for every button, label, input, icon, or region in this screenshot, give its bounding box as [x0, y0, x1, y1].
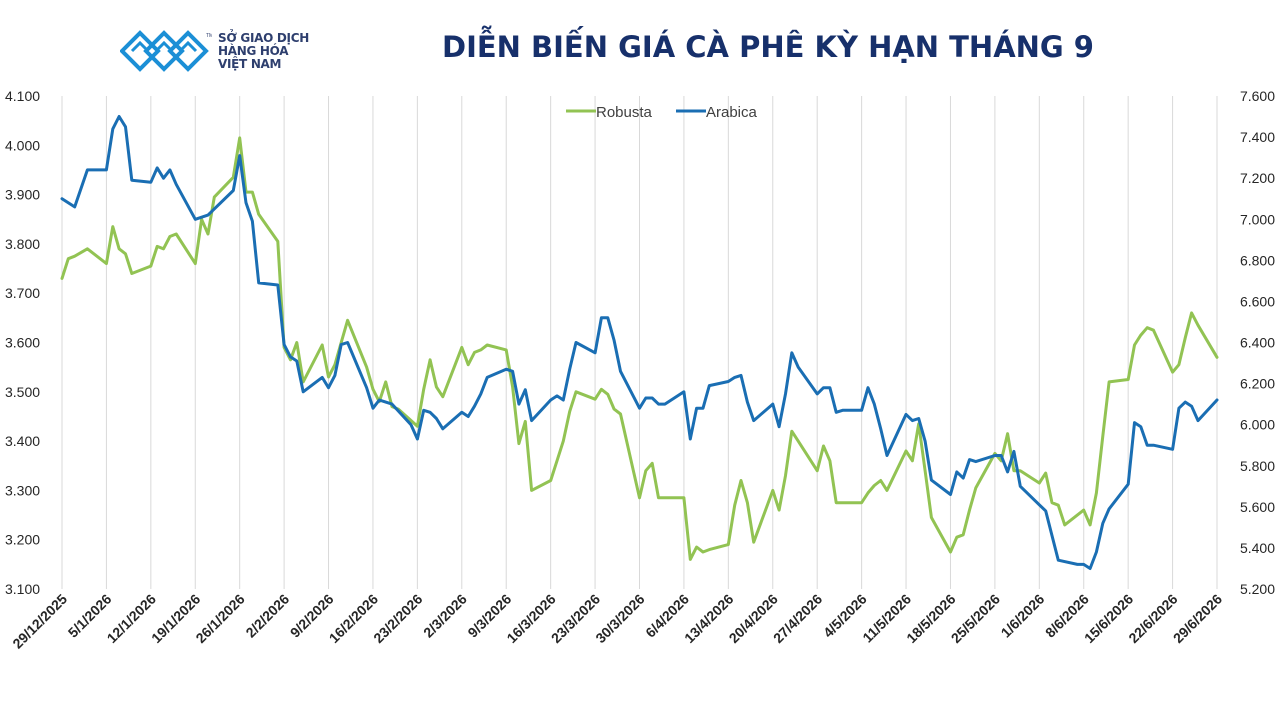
legend-arabica-label: Arabica: [706, 104, 758, 121]
y-left-tick-label: 4.100: [5, 88, 40, 104]
y-left-tick-label: 3.500: [5, 384, 40, 400]
y-right-tick-label: 6.800: [1240, 252, 1275, 268]
x-tick-label: 26/1/2026: [192, 591, 248, 647]
y-right-tick-label: 6.000: [1240, 417, 1275, 433]
legend: Robusta Arabica: [566, 104, 758, 121]
x-tick-label: 25/5/2026: [948, 591, 1004, 647]
series-lines: [60, 115, 1219, 570]
x-axis-ticks: 29/12/20255/1/202612/1/202619/1/202626/1…: [9, 591, 1225, 652]
y-left-tick-label: 3.700: [5, 285, 40, 301]
logo-line-2: HÀNG HÓA: [218, 43, 289, 58]
y-left-tick-label: 3.900: [5, 187, 40, 203]
logo-line-1: SỞ GIAO DỊCH: [218, 30, 309, 45]
y-right-tick-label: 5.800: [1240, 458, 1275, 474]
y-right-tick-label: 7.400: [1240, 129, 1275, 145]
left-axis-ticks: 3.100 3.200 3.300 3.400 3.500 3.600 3.700 3.800…: [5, 88, 40, 597]
y-right-tick-label: 7.600: [1240, 88, 1275, 104]
y-left-tick-label: 4.000: [5, 137, 40, 153]
y-right-tick-label: 6.200: [1240, 376, 1275, 392]
y-right-tick-label: 5.600: [1240, 499, 1275, 515]
y-right-tick-label: 7.000: [1240, 211, 1275, 227]
x-tick-label: 1/6/2026: [998, 591, 1048, 641]
y-right-tick-label: 5.200: [1240, 581, 1275, 597]
vertical-gridlines: [61, 96, 1218, 589]
y-left-tick-label: 3.300: [5, 482, 40, 498]
y-left-tick-label: 3.800: [5, 236, 40, 252]
y-right-tick-label: 5.400: [1240, 540, 1275, 556]
y-right-tick-label: 6.400: [1240, 335, 1275, 351]
x-tick-label: 29/6/2026: [1170, 591, 1226, 647]
logo-line-3: VIỆT NAM: [218, 56, 282, 71]
exchange-logo: TM SỞ GIAO DỊCH HÀNG HÓA VIỆT NAM: [120, 28, 309, 74]
right-axis-ticks: 5.200 5.400 5.600 5.800 6.000 6.200 6.400 6.600…: [1240, 88, 1275, 597]
y-left-tick-label: 3.400: [5, 433, 40, 449]
y-left-tick-label: 3.200: [5, 532, 40, 548]
series-line-arabica: [60, 115, 1219, 570]
x-tick-label: 2/3/2026: [420, 591, 470, 641]
logo-tm: TM: [206, 33, 212, 39]
x-tick-label: 2/2/2026: [242, 591, 292, 641]
y-right-tick-label: 7.200: [1240, 170, 1275, 186]
y-left-tick-label: 3.100: [5, 581, 40, 597]
logo-mark-icon: TM: [120, 30, 212, 72]
x-tick-label: 27/4/2026: [770, 591, 826, 647]
chart-title: DIỄN BIẾN GIÁ CÀ PHÊ KỲ HẠN THÁNG 9: [442, 30, 1094, 64]
x-tick-label: 23/2/2026: [370, 591, 426, 647]
y-left-tick-label: 3.600: [5, 335, 40, 351]
x-tick-label: 29/12/2025: [9, 591, 70, 652]
legend-robusta-label: Robusta: [596, 104, 653, 121]
y-right-tick-label: 6.600: [1240, 293, 1275, 309]
x-tick-label: 30/3/2026: [592, 591, 648, 647]
